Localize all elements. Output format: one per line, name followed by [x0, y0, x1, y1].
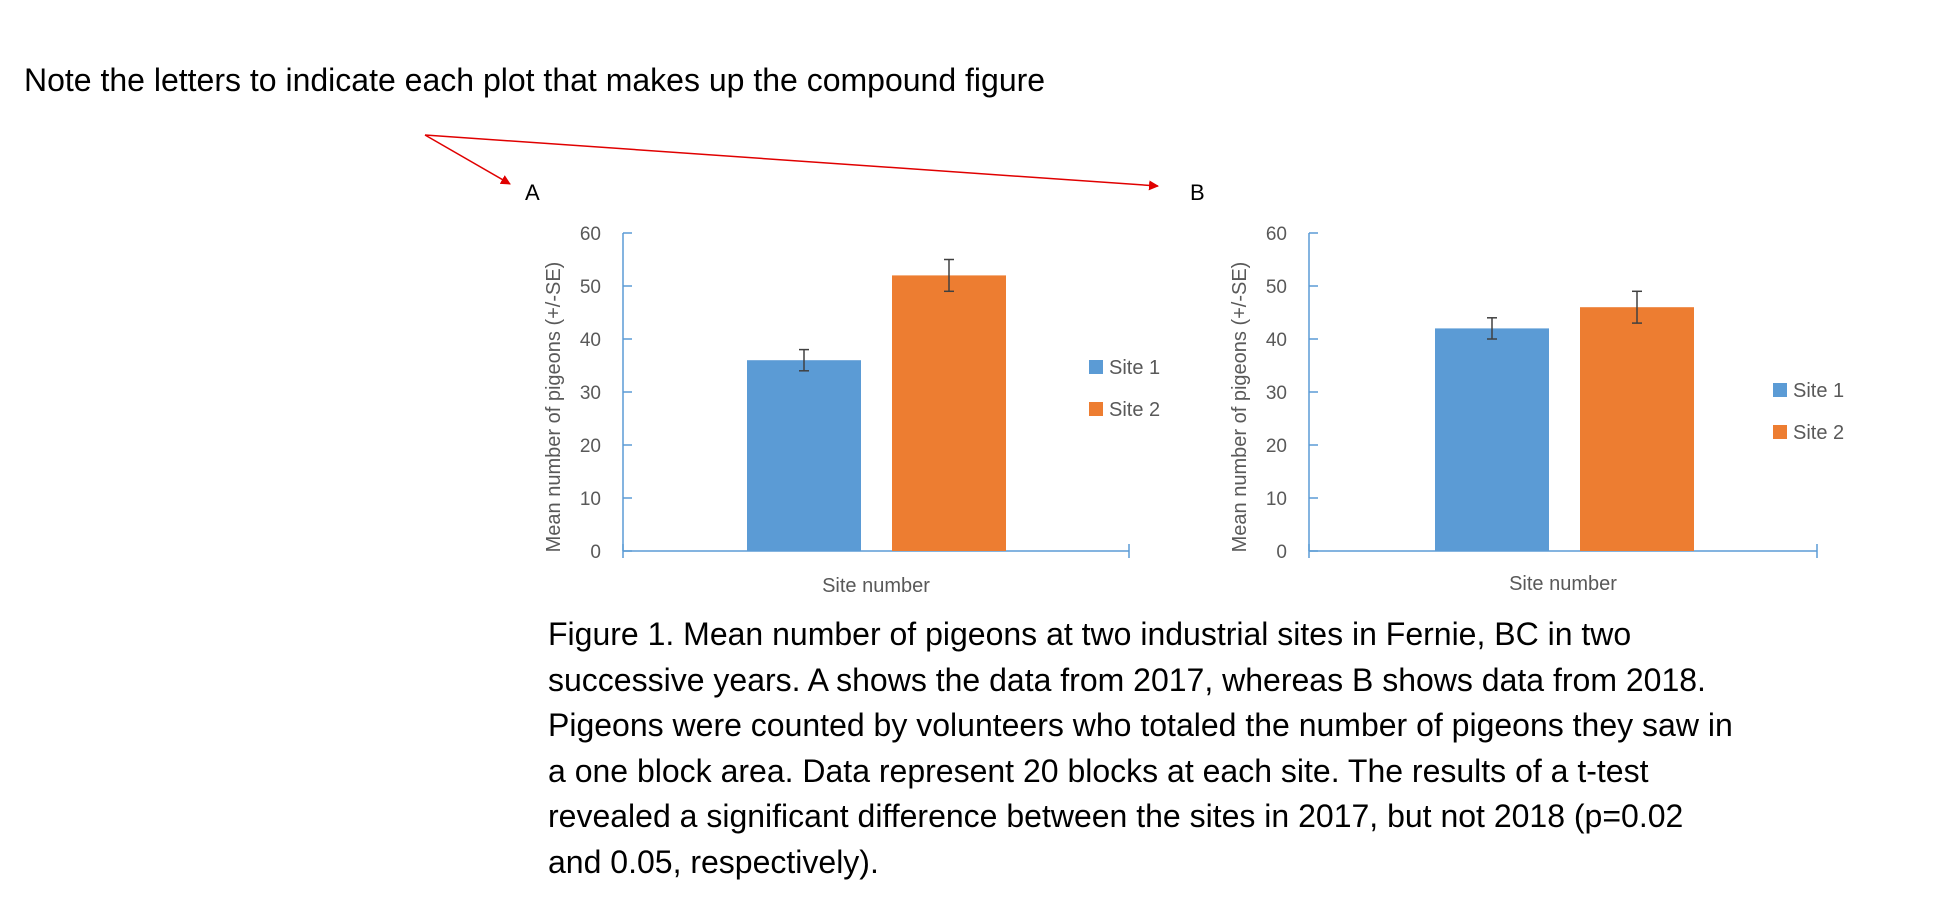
- caption-line: Figure 1. Mean number of pigeons at two …: [548, 616, 1632, 652]
- caption-line: a one block area. Data represent 20 bloc…: [548, 752, 1649, 789]
- arrow-to-b: [424, 134, 1159, 191]
- legend-swatch: [1773, 425, 1787, 439]
- arrow-to-a: [424, 134, 511, 185]
- panel-letter: B: [1190, 180, 1205, 205]
- caption-line: Pigeons were counted by volunteers who t…: [548, 707, 1733, 743]
- y-tick-label: 10: [1266, 489, 1287, 510]
- y-tick-label: 60: [1266, 224, 1287, 245]
- bar: [1580, 307, 1694, 551]
- y-tick-label: 0: [590, 542, 601, 563]
- legend-label: Site 1: [1793, 380, 1844, 402]
- y-tick-label: 40: [580, 330, 601, 351]
- y-tick-label: 20: [580, 436, 601, 457]
- y-tick-label: 10: [580, 489, 601, 510]
- y-axis-title: Mean number of pigeons (+/-SE): [1229, 262, 1251, 553]
- bar: [892, 275, 1006, 551]
- y-tick-label: 60: [580, 224, 601, 245]
- y-axis-title: Mean number of pigeons (+/-SE): [543, 262, 565, 553]
- y-tick-label: 0: [1276, 542, 1287, 563]
- x-axis-title: Site number: [1509, 573, 1617, 595]
- legend-swatch: [1089, 360, 1103, 374]
- legend-label: Site 2: [1793, 422, 1844, 444]
- y-tick-label: 30: [580, 383, 601, 404]
- y-tick-label: 50: [580, 277, 601, 298]
- y-tick-label: 20: [1266, 436, 1287, 457]
- bar: [747, 360, 861, 551]
- chart-panel-b: B 0 10 20 30 40 50 60 Mean number of pigeons (+/…: [1190, 180, 1844, 595]
- y-tick-label: 50: [1266, 277, 1287, 298]
- pointer-arrows: [424, 134, 1159, 191]
- x-axis-title: Site number: [822, 575, 930, 597]
- bar: [1435, 328, 1549, 551]
- y-tick-label: 30: [1266, 383, 1287, 404]
- y-tick-label: 40: [1266, 330, 1287, 351]
- panel-letter: A: [525, 180, 540, 205]
- caption-line: and 0.05, respectively).: [548, 843, 879, 880]
- note-text: Note the letters to indicate each plot t…: [24, 62, 1046, 98]
- legend-label: Site 2: [1109, 399, 1160, 421]
- legend-label: Site 1: [1109, 357, 1160, 379]
- caption-line: successive years. A shows the data from …: [548, 661, 1706, 698]
- legend-swatch: [1773, 383, 1787, 397]
- caption-line: revealed a significant difference betwee…: [548, 798, 1684, 834]
- legend-swatch: [1089, 402, 1103, 416]
- chart-panel-a: A 0 10 20 30 40 50 60 Mean number of pigeons (+/…: [525, 180, 1160, 597]
- figure-caption: Figure 1. Mean number of pigeons at two …: [548, 612, 1918, 885]
